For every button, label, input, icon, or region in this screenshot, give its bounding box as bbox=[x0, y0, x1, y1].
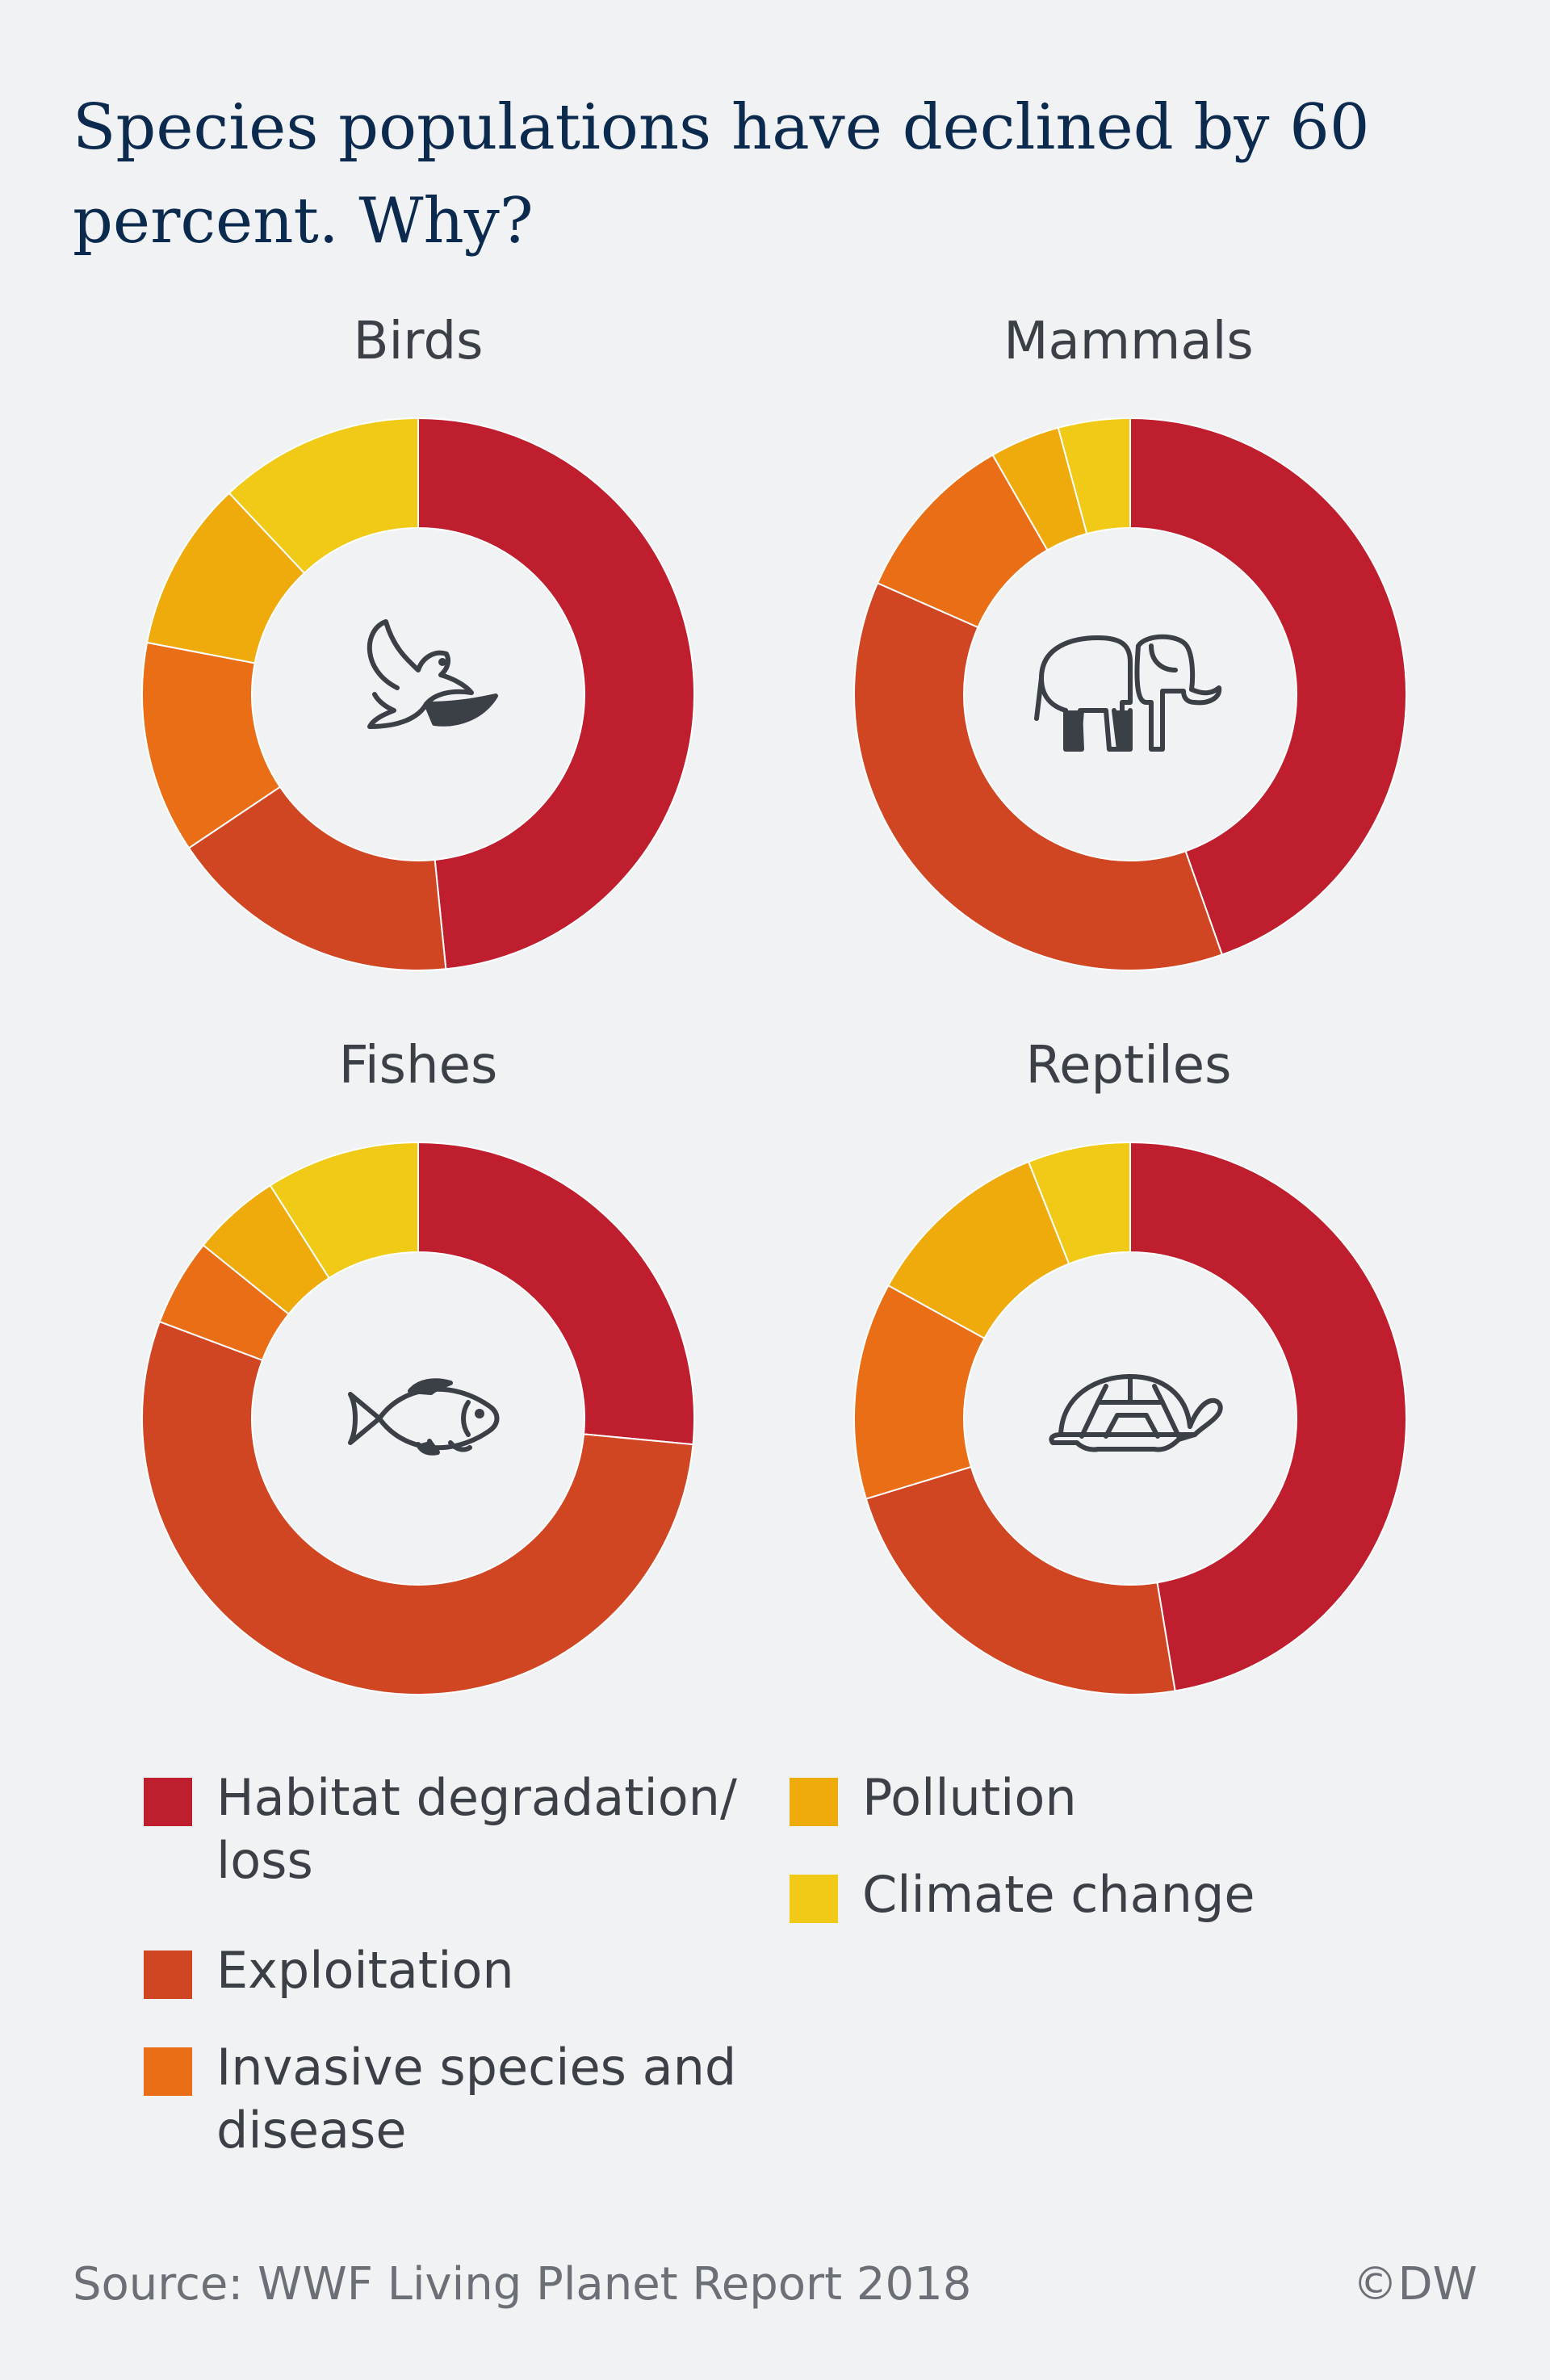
legend-label-invasive: Invasive species and disease bbox=[216, 2038, 737, 2160]
donut-slice-climate bbox=[1057, 417, 1131, 535]
donut-slice-habitat bbox=[417, 417, 695, 970]
credit-logo: ©DW bbox=[1352, 2258, 1478, 2311]
fish-icon bbox=[348, 1378, 500, 1456]
donut-birds bbox=[141, 417, 695, 971]
donut-title-birds: Birds bbox=[353, 312, 484, 371]
donut-slice-habitat bbox=[1129, 1141, 1407, 1692]
donut-slice-climate bbox=[1027, 1141, 1131, 1265]
donut-slice-climate bbox=[228, 417, 419, 575]
donut-slice-habitat bbox=[417, 1141, 695, 1446]
source-note: Source: WWF Living Planet Report 2018 bbox=[73, 2258, 972, 2311]
donut-reptiles bbox=[853, 1141, 1407, 1695]
legend-label-climate: Climate change bbox=[862, 1865, 1255, 1924]
turtle-icon bbox=[1049, 1374, 1223, 1452]
donut-slice-exploitation bbox=[187, 786, 447, 971]
donut-fishes bbox=[141, 1141, 695, 1696]
elephant-icon bbox=[1034, 634, 1222, 752]
donut-slice-habitat bbox=[1129, 417, 1407, 956]
legend-swatch-pollution bbox=[790, 1778, 838, 1826]
donut-slice-exploitation bbox=[141, 1320, 694, 1696]
legend-item-climate: Climate change bbox=[790, 1863, 1255, 1926]
legend-item-exploitation: Exploitation bbox=[144, 1939, 514, 2002]
legend-swatch-exploitation bbox=[144, 1951, 192, 1999]
donut-slice-exploitation bbox=[853, 581, 1224, 971]
donut-title-reptiles: Reptiles bbox=[1025, 1036, 1232, 1096]
legend-label-pollution: Pollution bbox=[862, 1768, 1077, 1827]
chart-title-main: Species populations have declined by 60 … bbox=[73, 91, 1370, 258]
legend-swatch-habitat bbox=[144, 1778, 192, 1826]
donut-slice-climate bbox=[269, 1141, 419, 1280]
legend-swatch-climate bbox=[790, 1875, 838, 1923]
legend-item-habitat: Habitat degradation/ loss bbox=[144, 1766, 781, 1892]
bird-icon bbox=[367, 619, 498, 729]
legend-item-invasive: Invasive species and disease bbox=[144, 2036, 781, 2162]
legend-label-exploitation: Exploitation bbox=[216, 1941, 514, 2000]
donut-title-fishes: Fishes bbox=[338, 1036, 498, 1096]
legend-item-pollution: Pollution bbox=[790, 1766, 1077, 1829]
donut-slice-exploitation bbox=[865, 1465, 1176, 1695]
donut-title-mammals: Mammals bbox=[1003, 312, 1254, 371]
legend-swatch-invasive bbox=[144, 2047, 192, 2096]
donut-mammals bbox=[853, 417, 1407, 971]
legend-label-habitat: Habitat degradation/ loss bbox=[216, 1768, 737, 1890]
